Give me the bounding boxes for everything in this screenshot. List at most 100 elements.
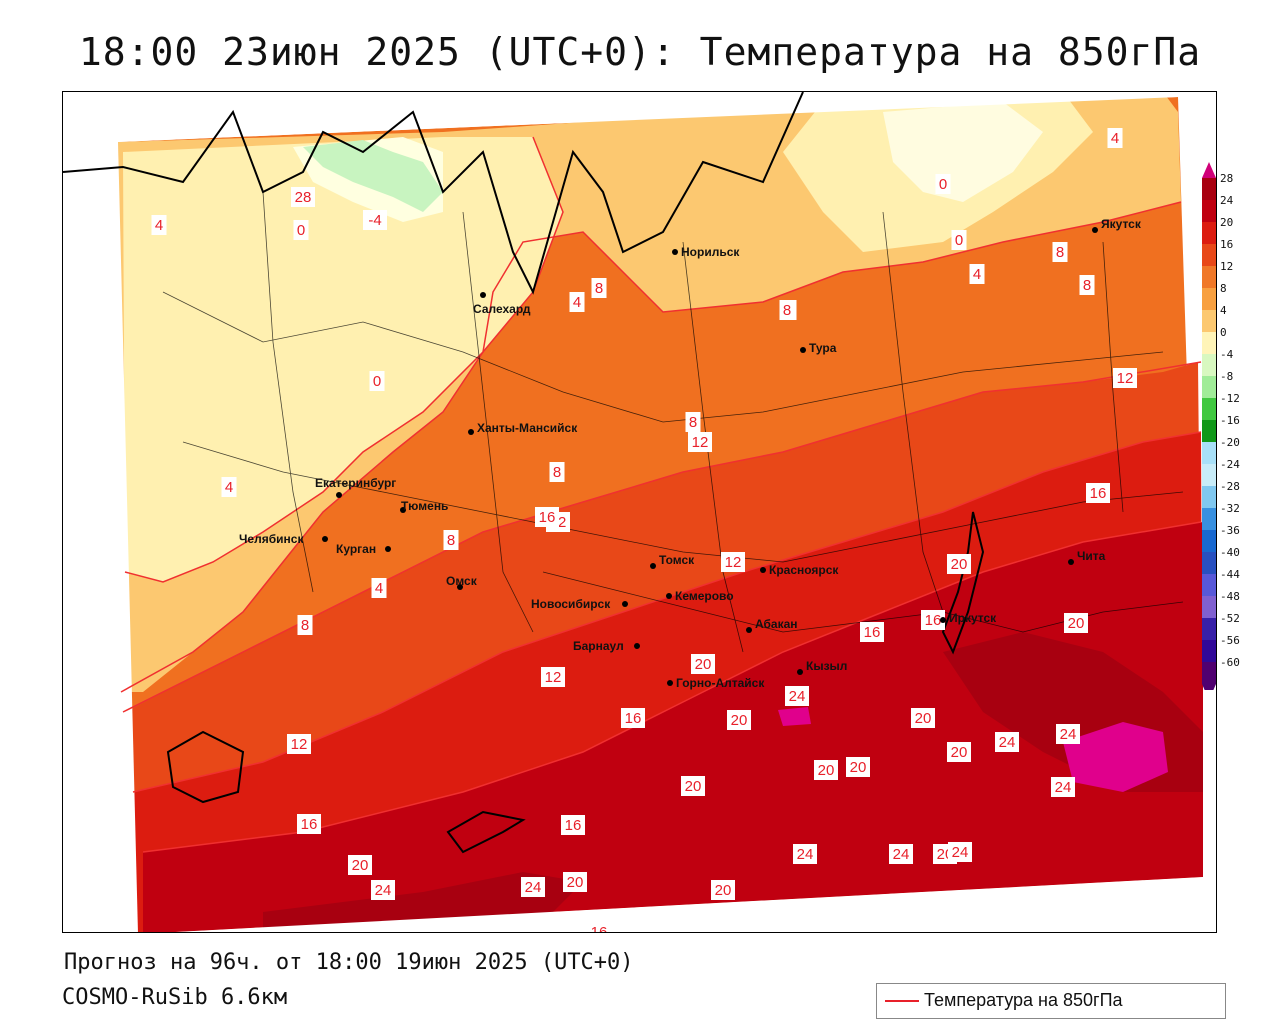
isotherm-label-box xyxy=(561,815,585,835)
isotherm-label-box xyxy=(860,622,884,642)
isotherm-label: 20 xyxy=(818,762,835,779)
isotherm-label: 16 xyxy=(1090,485,1107,502)
colorbar-bottom-arrow xyxy=(1202,684,1216,690)
isotherm-label: 28 xyxy=(295,189,312,206)
model-name: COSMO-RuSib 6.6км xyxy=(62,985,288,1010)
colorbar-tick-label: -56 xyxy=(1220,634,1240,647)
city-markers: Норильск Якутск Салехард Тура Ханты-Мансийск… xyxy=(239,217,1142,690)
city-dot xyxy=(622,601,628,607)
colorbar-tick-label: -20 xyxy=(1220,436,1240,449)
isotherm-label-box xyxy=(297,814,321,834)
isotherm-label: 4 xyxy=(155,217,163,234)
isotherm-label-box xyxy=(911,708,935,728)
isotherm-label: 4 xyxy=(375,580,383,597)
map-title: 18:00 23июн 2025 (UTC+0): Температура на… xyxy=(78,30,1202,74)
colorbar-tick-label: -28 xyxy=(1220,480,1240,493)
isotherm-label-box xyxy=(846,757,870,777)
colorbar-tick-label: 12 xyxy=(1220,260,1233,273)
colorbar-tick-label: -8 xyxy=(1220,370,1233,383)
city-dot xyxy=(336,492,342,498)
isotherm-label: 24 xyxy=(952,844,969,861)
colorbar-tick-label: 24 xyxy=(1220,194,1234,207)
colorbar-swatch xyxy=(1202,552,1216,574)
city-label: Тура xyxy=(809,341,837,355)
isotherm-label: 12 xyxy=(1117,370,1134,387)
isotherm-label: 12 xyxy=(692,434,709,451)
temperature-map[interactable]: -404488812121216161620202020242424280044… xyxy=(62,91,1217,933)
colorbar-swatch xyxy=(1202,244,1216,266)
city-label: Екатеринбург xyxy=(315,476,396,490)
city-dot xyxy=(385,546,391,552)
isotherm-label: 0 xyxy=(955,232,963,249)
colorbar-tick-label: -32 xyxy=(1220,502,1240,515)
city-label: Омск xyxy=(446,574,478,588)
isotherm-label: 8 xyxy=(595,280,603,297)
isotherm-label-box xyxy=(688,432,712,452)
isotherm-label-box xyxy=(1086,483,1110,503)
colorbar-swatch xyxy=(1202,618,1216,640)
city-label: Курган xyxy=(336,542,376,556)
isotherm-label: 8 xyxy=(1083,277,1091,294)
isotherm-label-box xyxy=(681,776,705,796)
isotherm-label-box xyxy=(521,877,545,897)
isotherm-label-box xyxy=(969,264,985,284)
isotherm-label-box xyxy=(1051,777,1075,797)
isotherm-label: 20 xyxy=(850,759,867,776)
zone-cold-green xyxy=(303,140,443,212)
colorbar-tick-label: 4 xyxy=(1220,304,1227,317)
colorbar-swatch xyxy=(1202,398,1216,420)
map-legend: Температура на 850гПа xyxy=(876,983,1226,1019)
isotherm-label: 20 xyxy=(1068,615,1085,632)
city-label: Кызыл xyxy=(806,659,847,673)
city-dot xyxy=(746,627,752,633)
isotherm-label: 24 xyxy=(999,734,1016,751)
colorbar-tick-label: -44 xyxy=(1220,568,1240,581)
isotherm-label: 4 xyxy=(1111,130,1119,147)
colorbar-top-arrow xyxy=(1202,162,1216,178)
isotherm-label: 16 xyxy=(565,817,582,834)
isotherm-label: 16 xyxy=(625,710,642,727)
isotherm-label: 20 xyxy=(915,710,932,727)
colorbar-swatch xyxy=(1202,420,1216,442)
isotherm-label-box xyxy=(721,552,745,572)
zone-0to4 xyxy=(123,137,563,582)
isotherm-label: 24 xyxy=(525,879,542,896)
isotherm-label-box xyxy=(297,615,313,635)
isotherm-label: 24 xyxy=(789,688,806,705)
isotherm-label-box xyxy=(779,300,795,320)
isotherm-label: 4 xyxy=(973,266,981,283)
legend-line-icon xyxy=(885,1000,919,1002)
isotherm-label: 20 xyxy=(731,712,748,729)
isotherm-label-box xyxy=(151,215,167,235)
colorbar-swatch xyxy=(1202,530,1216,552)
isotherm-label: 12 xyxy=(291,736,308,753)
isotherm-label-box xyxy=(293,220,309,240)
city-dot xyxy=(1092,227,1098,233)
isotherm-label: 24 xyxy=(1060,726,1077,743)
zone-28-center xyxy=(778,707,811,726)
isotherm-label-box xyxy=(935,174,951,194)
isotherm-label: 0 xyxy=(297,222,305,239)
isotherm-label: 20 xyxy=(695,656,712,673)
colorbar-tick-label: -60 xyxy=(1220,656,1240,669)
isotherm-label-box xyxy=(291,187,315,207)
isotherm-label: 4 xyxy=(573,294,581,311)
city-dot xyxy=(400,507,406,513)
colorbar-tick-label: 28 xyxy=(1220,172,1233,185)
isotherm-label: 20 xyxy=(352,857,369,874)
city-dot xyxy=(1068,559,1074,565)
isotherm-label-box xyxy=(889,844,913,864)
colorbar-swatch xyxy=(1202,266,1216,288)
colorbar-swatch xyxy=(1202,222,1216,244)
isotherm-label: 12 xyxy=(545,669,562,686)
isotherm-label-box xyxy=(948,842,972,862)
city-label: Якутск xyxy=(1101,217,1142,231)
outside-w xyxy=(63,142,138,932)
city-dot xyxy=(940,617,946,623)
isotherm-label: 24 xyxy=(797,846,814,863)
isotherm-label-box xyxy=(1064,613,1088,633)
forecast-info: Прогноз на 96ч. от 18:00 19июн 2025 (UTC… xyxy=(64,950,634,975)
isotherm-label-box xyxy=(947,742,971,762)
zone-28-east xyxy=(1063,722,1168,792)
city-label: Кемерово xyxy=(675,589,734,603)
